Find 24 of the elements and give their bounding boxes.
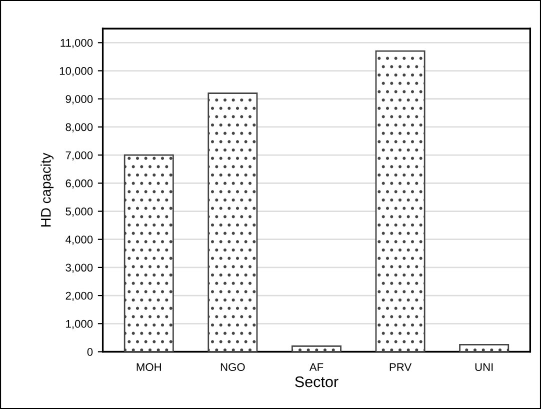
y-tick-label: 10,000 — [60, 67, 93, 76]
y-tick-label: 2,000 — [66, 292, 93, 301]
y-tick-label: 3,000 — [66, 264, 93, 273]
y-tick-label: 11,000 — [60, 38, 93, 48]
y-tick-label: 6,000 — [66, 179, 93, 189]
bar — [375, 50, 426, 352]
x-tick-label: MOH — [136, 363, 161, 372]
y-axis-title: HD capacity — [40, 152, 54, 226]
x-tick-label: AF — [309, 363, 324, 371]
y-tick-label: 4,000 — [66, 236, 93, 245]
y-tick-label: 1,000 — [66, 320, 93, 330]
x-tick-label: PRV — [390, 363, 412, 371]
y-tick-label: 9,000 — [66, 95, 93, 104]
y-tick-label: 8,000 — [66, 123, 93, 132]
x-tick-label: UNI — [475, 363, 493, 372]
y-tick-label: 0 — [87, 348, 93, 356]
y-tick-label: 5,000 — [66, 208, 93, 217]
x-axis-title: Sector — [295, 376, 338, 388]
y-tick-label: 7,000 — [66, 151, 93, 161]
bar — [208, 92, 258, 352]
x-tick-label: NGO — [220, 363, 245, 372]
bar — [291, 345, 342, 352]
bar — [124, 154, 174, 352]
bar — [459, 344, 510, 352]
